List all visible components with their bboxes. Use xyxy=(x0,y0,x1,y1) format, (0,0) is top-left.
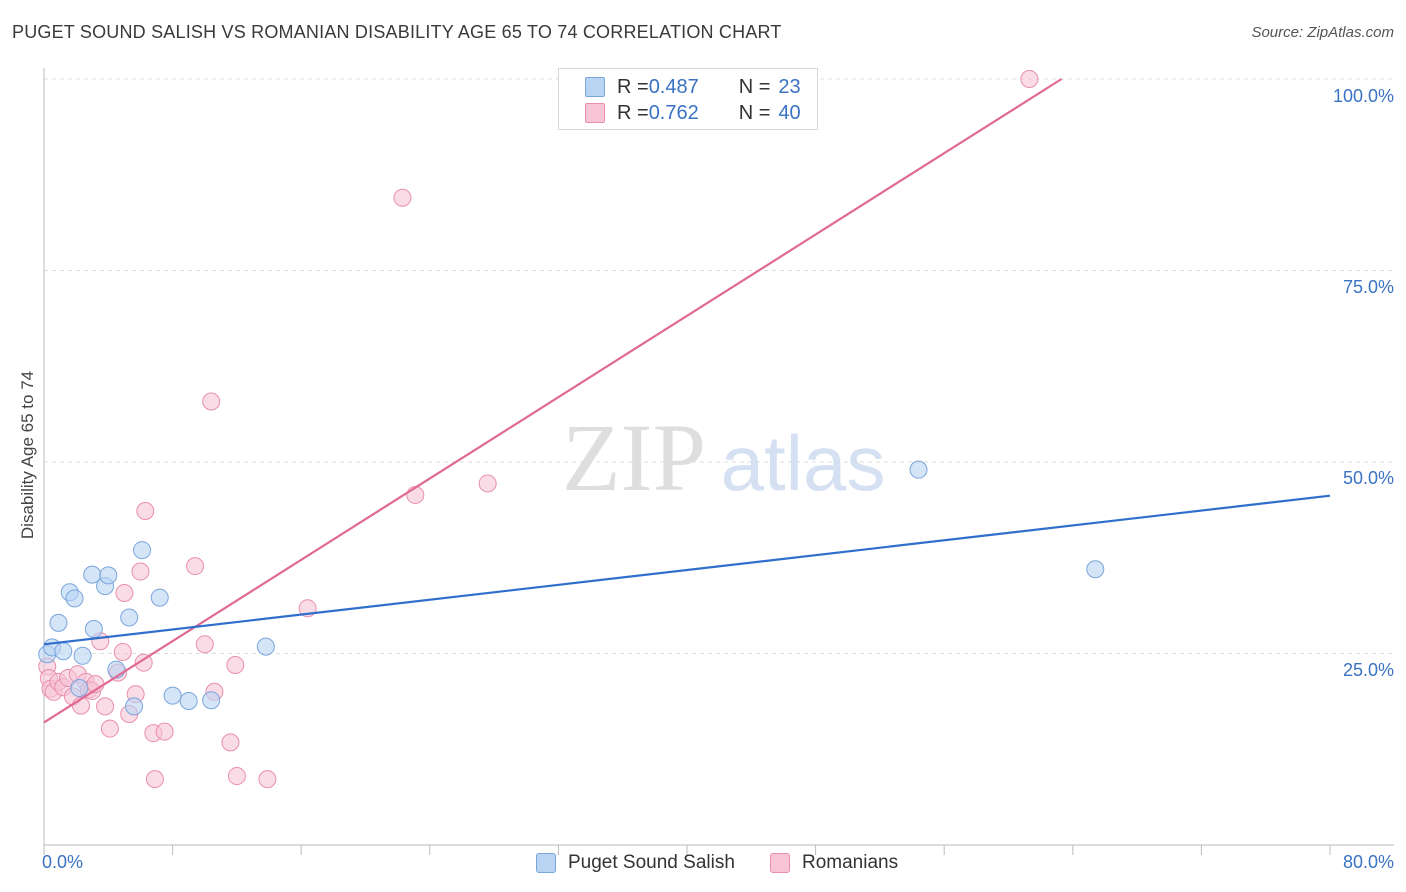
romanians-point xyxy=(100,719,119,738)
puget-sound-salish-point xyxy=(256,637,275,656)
y-tick-label-50: 50.0% xyxy=(1342,468,1394,488)
puget-sound-salish-point xyxy=(125,697,144,716)
puget-sound-salish-point xyxy=(202,691,221,710)
r-label: R = xyxy=(617,101,649,124)
puget-sound-salish-point xyxy=(70,678,89,697)
r-value: 0.762 xyxy=(648,101,699,124)
romanians-trend-line xyxy=(43,78,1063,724)
legend-label: Puget Sound Salish xyxy=(568,852,735,873)
series-legend: Puget Sound Salish Romanians xyxy=(0,852,1406,878)
stats-row-pink: R = 0.762 N = 40 xyxy=(585,100,801,126)
y-tick-label-25: 25.0% xyxy=(1342,660,1394,680)
romanians-point xyxy=(226,655,245,674)
romanians-point xyxy=(113,642,132,661)
pink-swatch xyxy=(585,103,605,123)
puget-sound-salish-point xyxy=(120,608,139,627)
puget-sound-salish-point xyxy=(909,460,928,479)
trend-lines xyxy=(43,78,1331,724)
romanians-point xyxy=(406,485,425,504)
puget-sound-salish-point xyxy=(1086,560,1105,579)
stats-legend: R = 0.487 N = 23 R = 0.762 N = 40 xyxy=(558,68,818,130)
puget-sound-salish-point xyxy=(133,541,152,560)
romanians-point xyxy=(131,562,150,581)
puget-sound-salish-point xyxy=(150,588,169,607)
puget-sound-salish-point xyxy=(84,619,103,638)
romanians-point xyxy=(195,635,214,654)
x-tick-marks xyxy=(43,845,1331,855)
romanians-point xyxy=(258,770,277,789)
legend-item-romanians: Romanians xyxy=(770,852,898,874)
puget-sound-salish-point xyxy=(73,646,92,665)
romanians-point xyxy=(155,722,174,741)
puget-sound-salish-trend-line xyxy=(43,494,1331,646)
puget-sound-salish-point xyxy=(65,589,84,608)
romanians-point xyxy=(134,653,153,672)
romanians-point xyxy=(478,474,497,493)
puget-sound-salish-point xyxy=(54,642,73,661)
watermark-atlas: atlas xyxy=(721,419,886,507)
romanians-point xyxy=(221,733,240,752)
n-label: N = xyxy=(738,75,771,98)
romanians-points xyxy=(38,70,1039,789)
y-axis-label: Disability Age 65 to 74 xyxy=(18,370,37,540)
n-label: N = xyxy=(738,101,771,124)
romanians-point xyxy=(136,502,155,521)
chart-title: PUGET SOUND SALISH VS ROMANIAN DISABILIT… xyxy=(12,22,782,42)
romanians-point xyxy=(145,770,164,789)
r-value: 0.487 xyxy=(648,75,699,98)
legend-label: Romanians xyxy=(802,852,899,873)
puget-sound-salish-point xyxy=(49,613,68,632)
romanians-point xyxy=(1020,70,1039,88)
blue-swatch xyxy=(585,77,605,97)
romanians-point xyxy=(202,392,221,411)
y-tick-label-100: 100.0% xyxy=(1332,86,1394,106)
romanians-point xyxy=(115,583,134,602)
y-tick-label-75: 75.0% xyxy=(1342,277,1394,297)
stats-row-blue: R = 0.487 N = 23 xyxy=(585,74,801,100)
n-value: 40 xyxy=(778,101,801,124)
x-tick-label-max: 80.0% xyxy=(1342,852,1394,872)
romanians-point xyxy=(96,697,115,716)
puget-sound-salish-point xyxy=(179,691,198,710)
legend-swatch-blue xyxy=(536,853,556,873)
watermark-zip: ZIP xyxy=(562,404,706,511)
r-label: R = xyxy=(617,75,649,98)
romanians-point xyxy=(227,767,246,786)
source-credit: Source: ZipAtlas.com xyxy=(1251,24,1394,41)
puget-sound-salish-point xyxy=(163,686,182,705)
n-value: 23 xyxy=(778,75,801,98)
romanians-point xyxy=(393,188,412,207)
x-tick-label-min: 0.0% xyxy=(42,852,84,872)
romanians-point xyxy=(186,557,205,576)
puget-sound-salish-point xyxy=(99,566,118,585)
legend-swatch-pink xyxy=(770,853,790,873)
puget-sound-salish-points xyxy=(38,460,1105,716)
legend-item-puget-sound-salish: Puget Sound Salish xyxy=(536,852,735,874)
